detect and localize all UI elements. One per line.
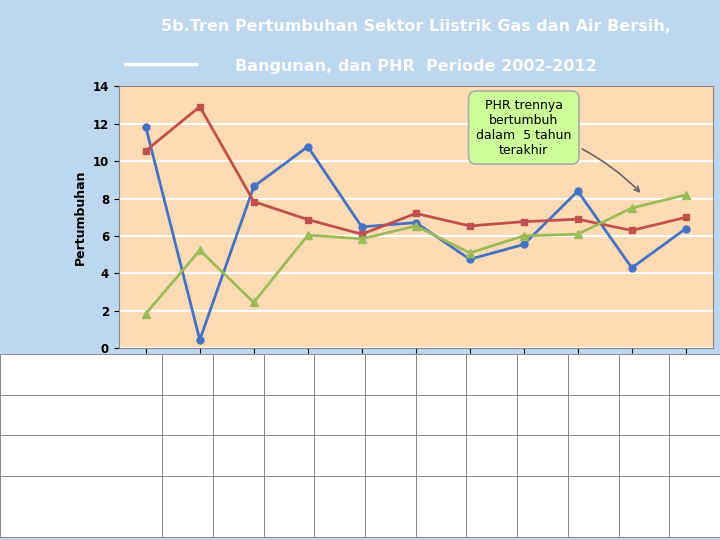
Text: 6.49: 6.49 — [379, 410, 402, 420]
Text: PERDAGANGAN,HOTEL DAN
RESTORAN: PERDAGANGAN,HOTEL DAN RESTORAN — [23, 496, 174, 517]
Text: 10.56: 10.56 — [173, 451, 202, 461]
Text: 12.92: 12.92 — [223, 451, 253, 461]
Text: BANGUNAN: BANGUNAN — [23, 451, 86, 461]
Text: 2008: 2008 — [477, 369, 506, 379]
Text: 2005: 2005 — [325, 369, 354, 379]
Text: 6.88: 6.88 — [328, 451, 351, 461]
Text: PHR trennya
bertumbuh
dalam  5 tahun
terakhir: PHR trennya bertumbuh dalam 5 tahun tera… — [476, 99, 639, 192]
Text: 2009: 2009 — [528, 369, 557, 379]
Text: 8.4: 8.4 — [585, 410, 601, 420]
Text: 6.05: 6.05 — [328, 502, 351, 512]
Text: 5.85: 5.85 — [379, 502, 402, 512]
Text: 7.21: 7.21 — [430, 451, 453, 461]
Text: 11.83: 11.83 — [173, 410, 202, 420]
Text: 6.1: 6.1 — [382, 451, 399, 461]
Text: 2011: 2011 — [629, 369, 659, 379]
Text: Bangunan, dan PHR  Periode 2002-2012: Bangunan, dan PHR Periode 2002-2012 — [235, 59, 597, 73]
Text: 6.72: 6.72 — [430, 410, 453, 420]
Text: 0.45: 0.45 — [227, 410, 250, 420]
Text: 6.1: 6.1 — [585, 502, 601, 512]
Text: 2012: 2012 — [680, 369, 709, 379]
Text: 4.76: 4.76 — [480, 410, 503, 420]
Text: 6.77: 6.77 — [531, 451, 554, 461]
Text: 6.54: 6.54 — [430, 502, 453, 512]
Text: LISTRIK,GAS DAN AIR BERSIH: LISTRIK,GAS DAN AIR BERSIH — [23, 410, 184, 420]
Text: 6.9: 6.9 — [585, 451, 601, 461]
Text: 2003: 2003 — [224, 369, 253, 379]
Text: 2.45: 2.45 — [277, 502, 301, 512]
Text: 7.5: 7.5 — [636, 502, 652, 512]
Text: 2007: 2007 — [426, 369, 456, 379]
Y-axis label: Pertumbuhan: Pertumbuhan — [74, 170, 87, 265]
Text: 2004: 2004 — [274, 369, 304, 379]
Text: 6.3: 6.3 — [636, 451, 652, 461]
Text: 5b.Tren Pertumbuhan Sektor Liistrik Gas dan Air Bersih,: 5b.Tren Pertumbuhan Sektor Liistrik Gas … — [161, 19, 671, 33]
Text: 4.3: 4.3 — [636, 410, 652, 420]
Text: 6.01: 6.01 — [531, 502, 554, 512]
Text: 10.78: 10.78 — [325, 410, 354, 420]
Text: 2006: 2006 — [376, 369, 405, 379]
Text: 2010: 2010 — [579, 369, 608, 379]
Text: 7.84: 7.84 — [277, 451, 301, 461]
Text: 8.2: 8.2 — [686, 502, 703, 512]
Text: 6.54: 6.54 — [480, 451, 503, 461]
Text: 5.1: 5.1 — [484, 502, 500, 512]
Text: 5.55: 5.55 — [531, 410, 554, 420]
Text: 6.4: 6.4 — [686, 410, 703, 420]
Text: 1.85: 1.85 — [176, 502, 199, 512]
Text: 7: 7 — [691, 451, 698, 461]
Text: 8.65: 8.65 — [277, 410, 301, 420]
Text: 5.24: 5.24 — [227, 502, 250, 512]
Text: 2002: 2002 — [173, 369, 202, 379]
